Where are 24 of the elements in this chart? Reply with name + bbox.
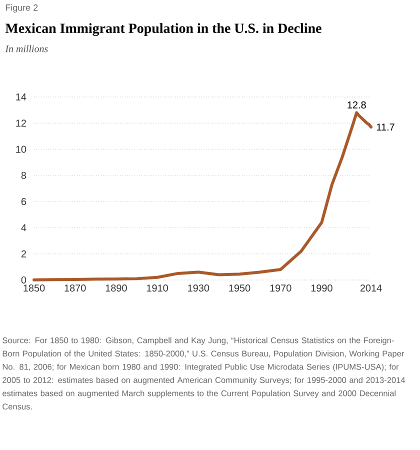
annotation: 11.7 [376,124,394,130]
y-tick-label: 4 [21,224,26,232]
x-tick-label: 1990 [311,284,332,292]
y-tick-label: 10 [16,146,26,153]
x-tick-label: 1970 [270,284,292,292]
chart-subtitle: In millions [5,45,48,52]
chart-title: Mexican Immigrant Population in the U.S. in Decline [5,23,322,36]
y-tick-label: 2 [21,250,26,258]
x-tick-label: 1850 [24,284,45,292]
y-tick-label: 6 [21,198,26,206]
y-tick-label: 0 [21,276,26,284]
x-tick-label: 1870 [64,284,86,292]
line-series [32,111,372,282]
annotation: 12.8 [348,101,366,108]
x-tick-label: 2014 [360,284,382,292]
x-tick-label: 1930 [188,284,210,292]
y-tick-label: 8 [21,172,26,179]
y-tick-label: 14 [16,94,26,100]
y-tick-label: 12 [16,120,26,127]
x-tick-label: 1950 [229,284,250,292]
x-tick-label: 1890 [106,284,127,292]
source-note: Source: For 1850 to 1980: Gibson, Campbell and Kay Jung, “Historical Census Statistics on the Foreign-Born Population of the United States: 1850-2000,” U.S. Census Bureau, Population Division, Working Paper No. 81, 2006; for Mexican born 1980 and 1990: Integrated Public Use Microdata Series (IPUMS-USA); for 2005 to 2012: estimates based on augmented American Community Surveys; for 1995-2000 and 2013-2014 estimates based on augmented March supplements to the Current Population Survey and 2000 Decennial Census. [2,337,406,410]
x-tick-label: 1910 [146,284,168,292]
caption: Figure 2 [6,4,38,13]
